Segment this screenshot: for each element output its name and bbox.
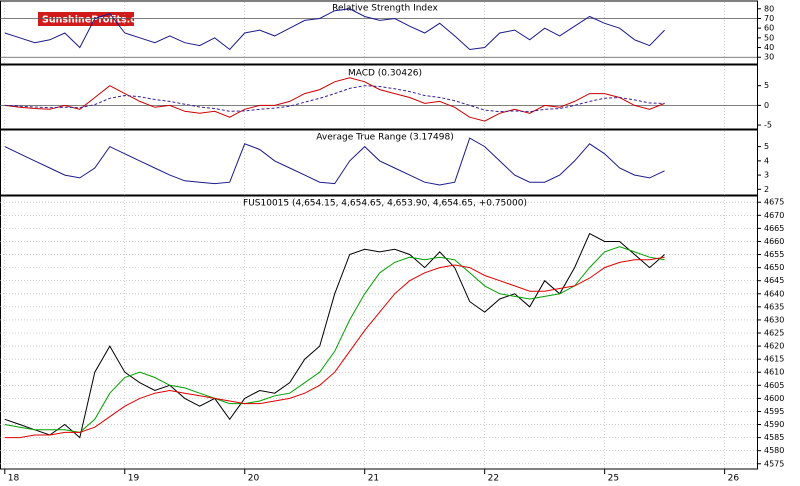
logo: SunshineProfits.com (42, 14, 152, 25)
y-tick-label: 4600 (764, 394, 784, 403)
y-tick-label: 0 (764, 101, 769, 110)
y-tick-label: -5 (764, 121, 772, 130)
y-tick-label: 4630 (764, 315, 784, 324)
y-tick-label: 4605 (764, 381, 784, 390)
x-tick-label: 26 (728, 474, 740, 484)
x-tick-label: 21 (368, 474, 379, 484)
series-line (4, 137, 665, 186)
y-tick-label: 60 (764, 24, 774, 33)
x-tick-label: 19 (128, 474, 140, 484)
panel-frame (0, 129, 758, 196)
y-tick-label: 5 (764, 81, 769, 90)
y-tick-label: 4635 (764, 302, 784, 311)
y-tick-label: 5 (764, 142, 769, 151)
panel-frame (0, 0, 758, 65)
logo-box (38, 12, 134, 26)
y-tick-label: 4640 (764, 289, 784, 298)
series-line (4, 256, 665, 439)
panel-title: Average True Range (3.17498) (316, 133, 453, 143)
logo-part: Sunshine (42, 14, 91, 25)
y-tick-label: 30 (764, 53, 774, 62)
series-line (4, 246, 665, 433)
x-tick-label: 20 (248, 474, 260, 484)
y-tick-label: 4655 (764, 250, 784, 259)
y-tick-label: 4585 (764, 433, 784, 442)
y-tick-label: 4625 (764, 329, 784, 338)
y-tick-label: 4620 (764, 342, 784, 351)
y-tick-label: 70 (764, 14, 774, 23)
panel-frame (0, 195, 758, 470)
y-tick-label: 4 (764, 156, 769, 165)
panel-title: Relative Strength Index (332, 4, 438, 14)
panel-title: MACD (0.30426) (348, 69, 422, 79)
y-tick-label: 4665 (764, 224, 784, 233)
y-tick-label: 4645 (764, 276, 784, 285)
y-tick-label: 4650 (764, 263, 784, 272)
x-tick-label: 25 (608, 474, 619, 484)
y-tick-label: 4660 (764, 237, 784, 246)
y-tick-label: 4610 (764, 368, 784, 377)
y-tick-label: 3 (764, 171, 769, 180)
series-line (4, 8, 665, 51)
y-tick-label: 4675 (764, 198, 784, 207)
logo-part: Profits.com (91, 14, 152, 25)
series-line (4, 77, 665, 122)
y-tick-label: 4575 (764, 459, 784, 468)
y-tick-label: 4595 (764, 407, 784, 416)
series-line (4, 232, 665, 439)
y-tick-label: 4580 (764, 446, 784, 455)
y-tick-label: 4590 (764, 420, 784, 429)
y-tick-label: 40 (764, 43, 774, 52)
y-tick-label: 2 (764, 185, 769, 194)
y-tick-label: 4670 (764, 211, 784, 220)
y-tick-label: 80 (764, 4, 774, 13)
series-line (4, 85, 665, 113)
y-tick-label: 50 (764, 33, 774, 42)
panel-title: FUS10015 (4,654.15, 4,654.65, 4,653.90, … (243, 199, 527, 209)
y-tick-label: 4615 (764, 355, 784, 364)
panel-frame (0, 64, 758, 130)
x-tick-label: 22 (488, 474, 499, 484)
x-tick-label: 18 (8, 474, 20, 484)
